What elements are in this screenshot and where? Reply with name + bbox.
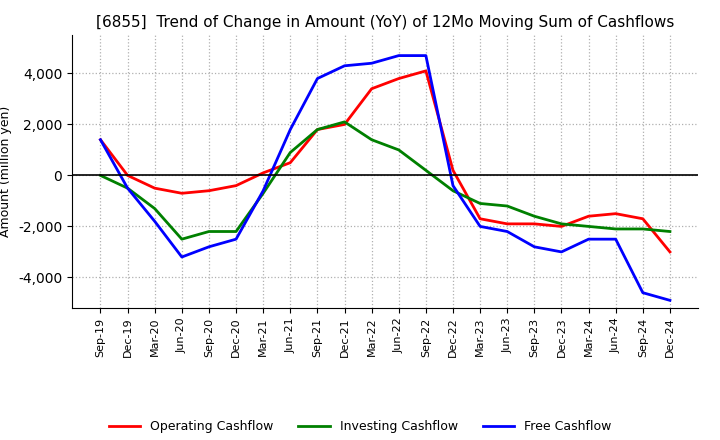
Free Cashflow bbox=[123, 186, 132, 191]
Free Cashflow bbox=[449, 183, 457, 188]
Free Cashflow bbox=[476, 224, 485, 229]
Investing Cashflow bbox=[259, 191, 268, 196]
Y-axis label: Amount (million yen): Amount (million yen) bbox=[0, 106, 12, 237]
Investing Cashflow bbox=[639, 226, 647, 231]
Investing Cashflow bbox=[557, 221, 566, 227]
Free Cashflow bbox=[584, 237, 593, 242]
Operating Cashflow bbox=[395, 76, 403, 81]
Investing Cashflow bbox=[204, 229, 213, 234]
Investing Cashflow bbox=[150, 206, 159, 211]
Investing Cashflow bbox=[395, 147, 403, 153]
Free Cashflow bbox=[150, 219, 159, 224]
Investing Cashflow bbox=[421, 168, 430, 173]
Operating Cashflow bbox=[313, 127, 322, 132]
Operating Cashflow bbox=[530, 221, 539, 227]
Operating Cashflow bbox=[178, 191, 186, 196]
Legend: Operating Cashflow, Investing Cashflow, Free Cashflow: Operating Cashflow, Investing Cashflow, … bbox=[104, 415, 616, 438]
Investing Cashflow bbox=[367, 137, 376, 143]
Investing Cashflow bbox=[584, 224, 593, 229]
Operating Cashflow bbox=[286, 160, 294, 165]
Operating Cashflow bbox=[611, 211, 620, 216]
Operating Cashflow bbox=[204, 188, 213, 193]
Operating Cashflow bbox=[449, 168, 457, 173]
Operating Cashflow bbox=[367, 86, 376, 92]
Free Cashflow bbox=[611, 237, 620, 242]
Investing Cashflow bbox=[611, 226, 620, 231]
Operating Cashflow bbox=[421, 68, 430, 73]
Investing Cashflow bbox=[503, 203, 511, 209]
Investing Cashflow bbox=[449, 188, 457, 193]
Operating Cashflow bbox=[476, 216, 485, 221]
Free Cashflow bbox=[665, 298, 674, 303]
Free Cashflow bbox=[421, 53, 430, 58]
Operating Cashflow bbox=[150, 186, 159, 191]
Free Cashflow bbox=[530, 244, 539, 249]
Investing Cashflow bbox=[313, 127, 322, 132]
Investing Cashflow bbox=[341, 119, 349, 125]
Investing Cashflow bbox=[232, 229, 240, 234]
Investing Cashflow bbox=[178, 237, 186, 242]
Free Cashflow bbox=[367, 61, 376, 66]
Free Cashflow bbox=[96, 137, 105, 143]
Operating Cashflow bbox=[259, 170, 268, 176]
Line: Investing Cashflow: Investing Cashflow bbox=[101, 122, 670, 239]
Operating Cashflow bbox=[96, 137, 105, 143]
Operating Cashflow bbox=[639, 216, 647, 221]
Operating Cashflow bbox=[557, 224, 566, 229]
Free Cashflow bbox=[557, 249, 566, 255]
Investing Cashflow bbox=[96, 173, 105, 178]
Investing Cashflow bbox=[286, 150, 294, 155]
Operating Cashflow bbox=[665, 249, 674, 255]
Line: Operating Cashflow: Operating Cashflow bbox=[101, 71, 670, 252]
Line: Free Cashflow: Free Cashflow bbox=[101, 55, 670, 301]
Investing Cashflow bbox=[476, 201, 485, 206]
Operating Cashflow bbox=[503, 221, 511, 227]
Title: [6855]  Trend of Change in Amount (YoY) of 12Mo Moving Sum of Cashflows: [6855] Trend of Change in Amount (YoY) o… bbox=[96, 15, 675, 30]
Free Cashflow bbox=[178, 254, 186, 260]
Operating Cashflow bbox=[123, 173, 132, 178]
Operating Cashflow bbox=[341, 122, 349, 127]
Free Cashflow bbox=[204, 244, 213, 249]
Free Cashflow bbox=[286, 127, 294, 132]
Free Cashflow bbox=[639, 290, 647, 295]
Free Cashflow bbox=[395, 53, 403, 58]
Operating Cashflow bbox=[584, 213, 593, 219]
Free Cashflow bbox=[341, 63, 349, 69]
Investing Cashflow bbox=[665, 229, 674, 234]
Investing Cashflow bbox=[123, 186, 132, 191]
Free Cashflow bbox=[313, 76, 322, 81]
Investing Cashflow bbox=[530, 213, 539, 219]
Free Cashflow bbox=[259, 188, 268, 193]
Free Cashflow bbox=[232, 237, 240, 242]
Free Cashflow bbox=[503, 229, 511, 234]
Operating Cashflow bbox=[232, 183, 240, 188]
